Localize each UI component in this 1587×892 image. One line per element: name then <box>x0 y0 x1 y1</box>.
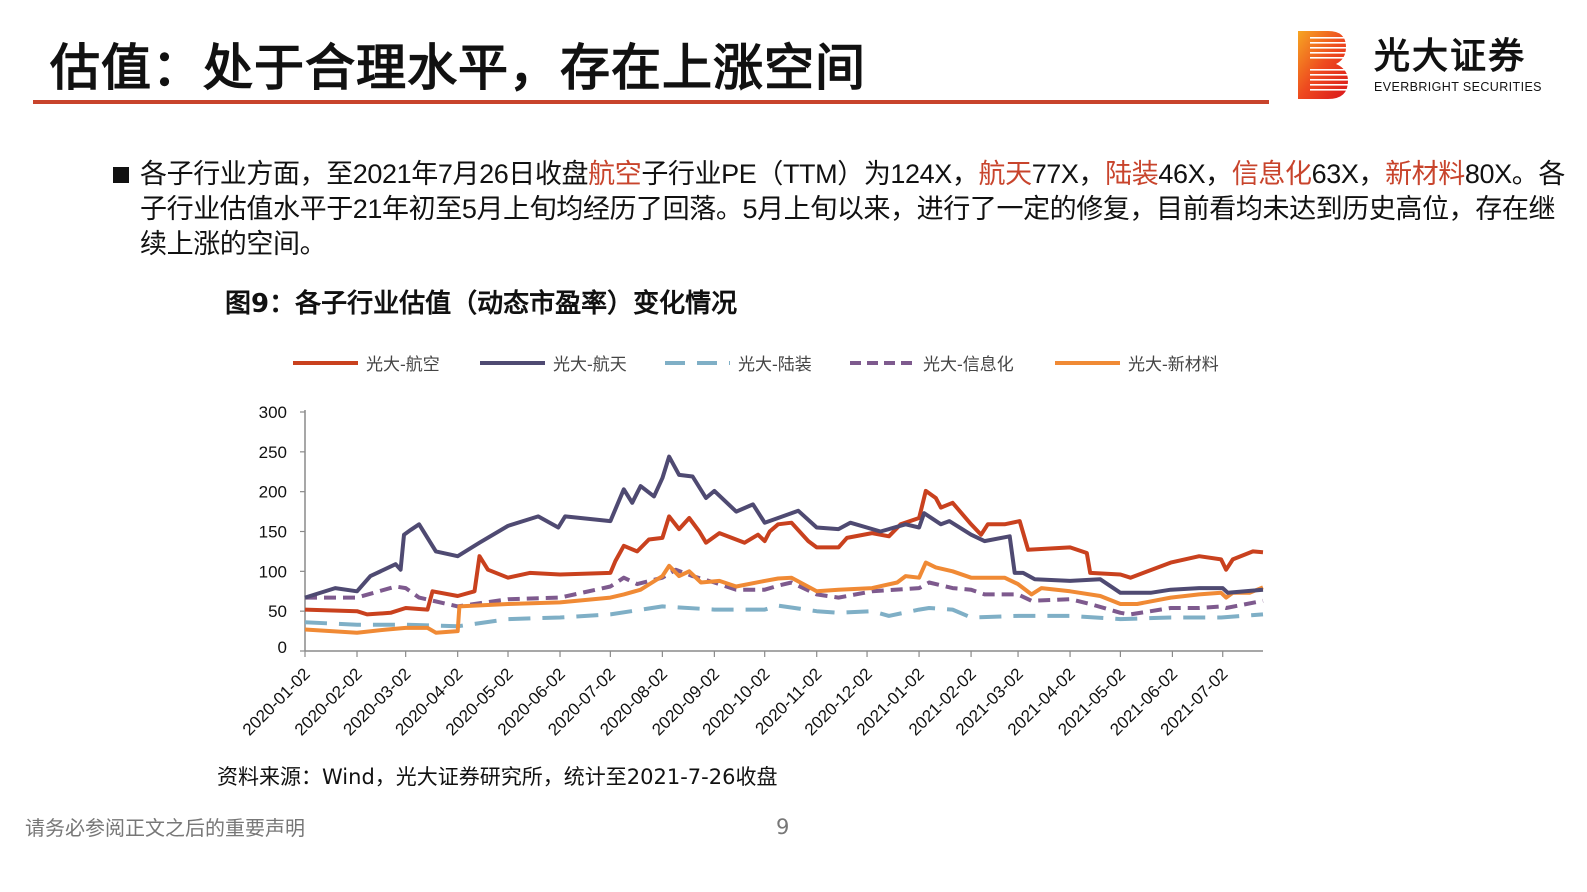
paragraph-text: 46X， <box>1158 159 1232 189</box>
source-note: 资料来源：Wind，光大证券研究所，统计至2021-7-26收盘 <box>217 765 778 789</box>
footer-disclaimer: 请务必参阅正文之后的重要声明 <box>25 816 305 840</box>
page-number: 9 <box>776 815 790 839</box>
page-title: 估值：处于合理水平，存在上涨空间 <box>50 39 866 97</box>
summary-paragraph: 各子行业方面，至2021年7月26日收盘航空子行业PE（TTM）为124X，航天… <box>140 157 1565 262</box>
legend-label: 光大-新材料 <box>1128 355 1219 375</box>
y-tick-label: 250 <box>259 443 287 462</box>
everbright-logo-icon <box>1298 31 1348 99</box>
highlight-text: 新材料 <box>1385 159 1465 189</box>
y-tick-label: 150 <box>259 523 287 542</box>
bullet-square-icon <box>113 167 129 183</box>
logo-name-en: EVERBRIGHT SECURITIES <box>1374 80 1542 94</box>
title-underline <box>33 100 1269 104</box>
paragraph-text: 各子行业方面，至2021年7月26日收盘 <box>140 159 589 189</box>
y-tick-label: 100 <box>259 562 287 581</box>
y-tick-label: 200 <box>259 483 287 502</box>
paragraph-text: 80X。各子行业估值水平于21年初至5月上旬均经历了回落。5月上旬以来，进行了一… <box>140 159 1565 259</box>
series-line-1 <box>304 454 1264 600</box>
y-tick-label: 0 <box>278 638 287 657</box>
paragraph-text: 63X， <box>1311 159 1386 189</box>
y-tick-label: 50 <box>268 602 287 621</box>
figure-title: 图9：各子行业估值（动态市盈率）变化情况 <box>225 289 738 319</box>
paragraph-text: 子行业PE（TTM）为124X， <box>641 159 979 189</box>
legend-label: 光大-航空 <box>366 355 440 375</box>
legend-label: 光大-信息化 <box>923 355 1014 375</box>
series-line-2 <box>304 603 1264 629</box>
legend-label: 光大-航天 <box>553 355 627 375</box>
highlight-text: 陆装 <box>1105 159 1159 189</box>
logo-name-cn: 光大证券 <box>1374 36 1527 77</box>
highlight-text: 航天 <box>978 159 1032 189</box>
legend-label: 光大-陆装 <box>738 355 812 375</box>
paragraph-text: 77X， <box>1031 159 1106 189</box>
series-line-0 <box>304 488 1264 617</box>
y-tick-label: 300 <box>259 403 287 422</box>
highlight-text: 信息化 <box>1231 159 1312 189</box>
series-line-4 <box>304 560 1264 635</box>
highlight-text: 航空 <box>588 159 642 189</box>
series-line-3 <box>305 567 1264 617</box>
